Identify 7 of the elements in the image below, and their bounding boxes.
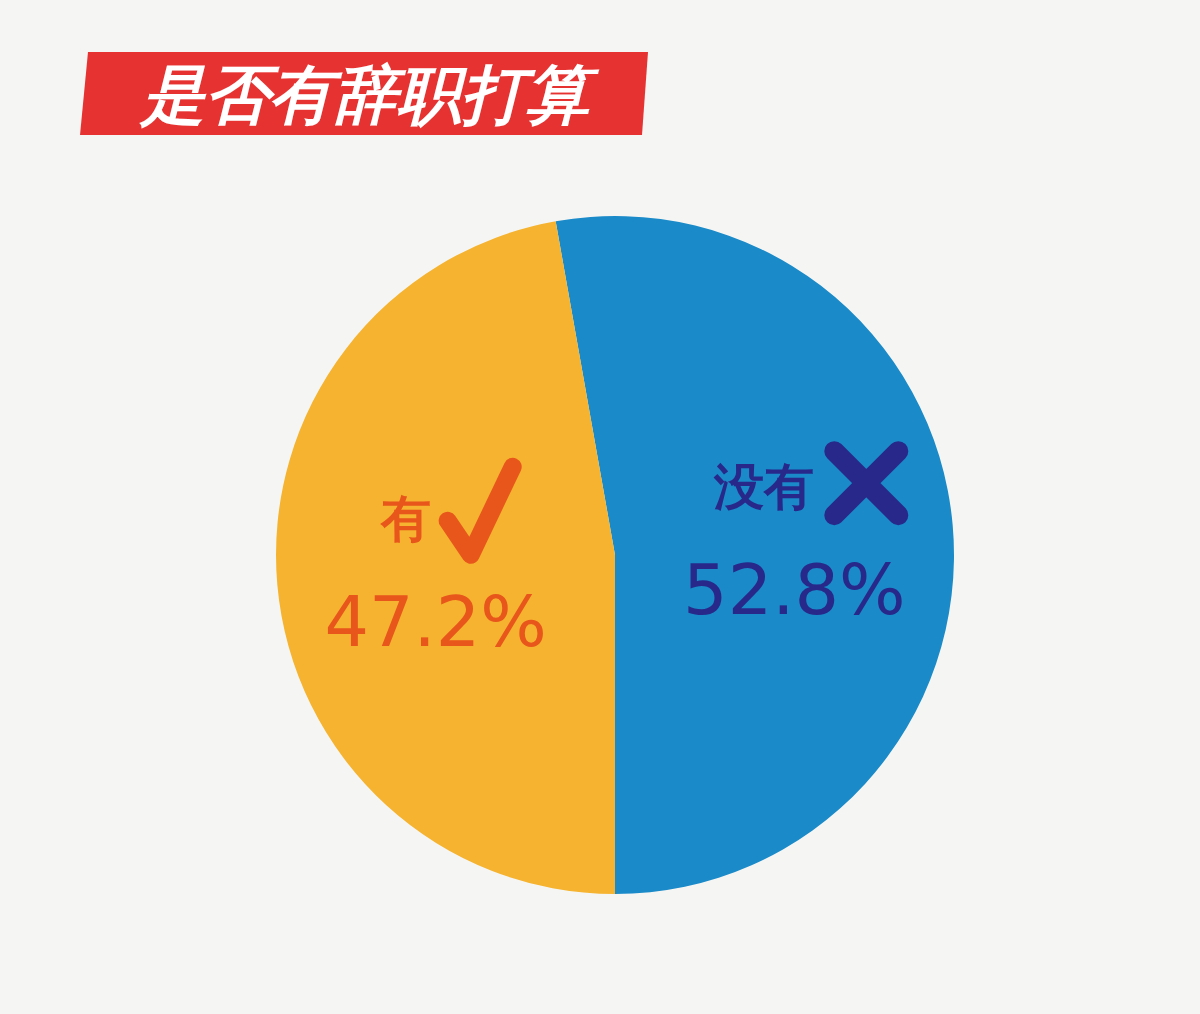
- pie-slice: [276, 221, 615, 894]
- slice-label: 没有: [713, 458, 815, 517]
- slice-label: 有: [379, 489, 431, 548]
- chart-title: 是否有辞职打算: [139, 58, 600, 132]
- data-label: 47.2%: [324, 580, 547, 663]
- pie-slice: [555, 216, 954, 894]
- data-label: 52.8%: [683, 549, 906, 632]
